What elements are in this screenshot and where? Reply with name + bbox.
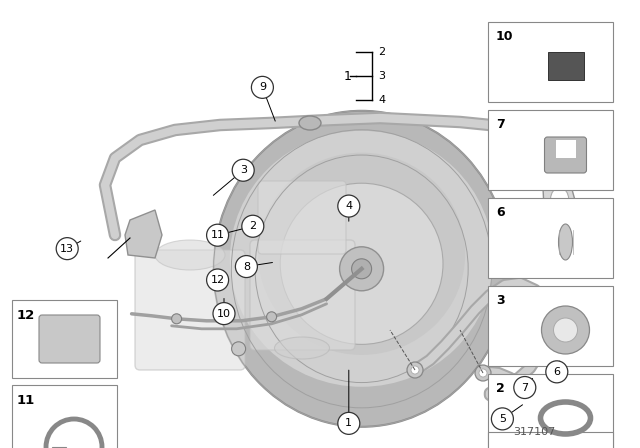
Circle shape [407, 362, 423, 378]
Circle shape [232, 159, 254, 181]
Circle shape [554, 318, 577, 342]
Text: 317107: 317107 [513, 427, 556, 437]
Circle shape [232, 342, 246, 356]
Text: 8: 8 [243, 262, 250, 271]
Text: 6: 6 [496, 206, 504, 219]
Text: 11: 11 [17, 394, 35, 407]
Text: 12: 12 [17, 309, 35, 322]
Circle shape [56, 237, 78, 260]
Circle shape [338, 195, 360, 217]
Circle shape [492, 408, 513, 430]
FancyBboxPatch shape [488, 110, 613, 190]
FancyBboxPatch shape [12, 300, 117, 378]
Text: 2: 2 [249, 221, 257, 231]
Circle shape [172, 314, 182, 324]
FancyBboxPatch shape [12, 385, 117, 448]
Ellipse shape [559, 224, 573, 260]
Text: 4: 4 [345, 201, 353, 211]
Ellipse shape [550, 188, 568, 210]
Circle shape [475, 365, 491, 381]
FancyBboxPatch shape [258, 181, 346, 254]
Text: 2: 2 [378, 47, 385, 57]
FancyBboxPatch shape [545, 137, 586, 173]
Text: 10: 10 [217, 309, 231, 319]
Circle shape [242, 215, 264, 237]
Text: 3: 3 [378, 71, 385, 81]
FancyBboxPatch shape [135, 250, 245, 370]
Circle shape [340, 247, 383, 291]
FancyBboxPatch shape [488, 374, 613, 448]
Text: 7: 7 [496, 117, 505, 130]
Text: 10: 10 [496, 30, 513, 43]
Text: 11: 11 [211, 230, 225, 240]
Text: 1: 1 [344, 69, 352, 82]
Text: 3: 3 [496, 293, 504, 306]
Text: 12: 12 [211, 275, 225, 285]
Circle shape [514, 376, 536, 399]
Circle shape [541, 306, 589, 354]
FancyBboxPatch shape [488, 432, 613, 448]
Circle shape [213, 302, 235, 325]
FancyBboxPatch shape [488, 22, 613, 102]
Text: 2: 2 [496, 382, 505, 395]
Text: 5: 5 [499, 414, 506, 424]
Text: 7: 7 [521, 383, 529, 392]
FancyBboxPatch shape [488, 198, 613, 278]
FancyBboxPatch shape [250, 240, 355, 350]
Circle shape [520, 226, 529, 236]
Text: 13: 13 [60, 244, 74, 254]
Circle shape [252, 76, 273, 99]
Text: 1: 1 [346, 418, 352, 428]
FancyBboxPatch shape [39, 315, 100, 363]
Ellipse shape [299, 116, 321, 130]
Circle shape [351, 259, 372, 279]
Polygon shape [543, 174, 575, 224]
FancyBboxPatch shape [488, 286, 613, 366]
Text: 9: 9 [259, 82, 266, 92]
Text: 4: 4 [378, 95, 385, 105]
Polygon shape [125, 210, 162, 258]
Ellipse shape [214, 111, 509, 427]
Circle shape [411, 366, 419, 374]
Circle shape [207, 224, 228, 246]
FancyBboxPatch shape [556, 140, 575, 158]
Ellipse shape [155, 240, 225, 270]
Text: 6: 6 [554, 367, 560, 377]
Text: 3: 3 [240, 165, 246, 175]
Circle shape [479, 369, 487, 377]
Circle shape [267, 312, 276, 322]
Circle shape [546, 361, 568, 383]
Circle shape [338, 412, 360, 435]
Circle shape [236, 255, 257, 278]
Circle shape [207, 269, 228, 291]
FancyBboxPatch shape [52, 447, 66, 448]
Ellipse shape [258, 153, 465, 355]
Ellipse shape [280, 183, 443, 345]
Ellipse shape [275, 337, 330, 359]
Bar [547, 52, 584, 80]
Ellipse shape [230, 131, 493, 387]
